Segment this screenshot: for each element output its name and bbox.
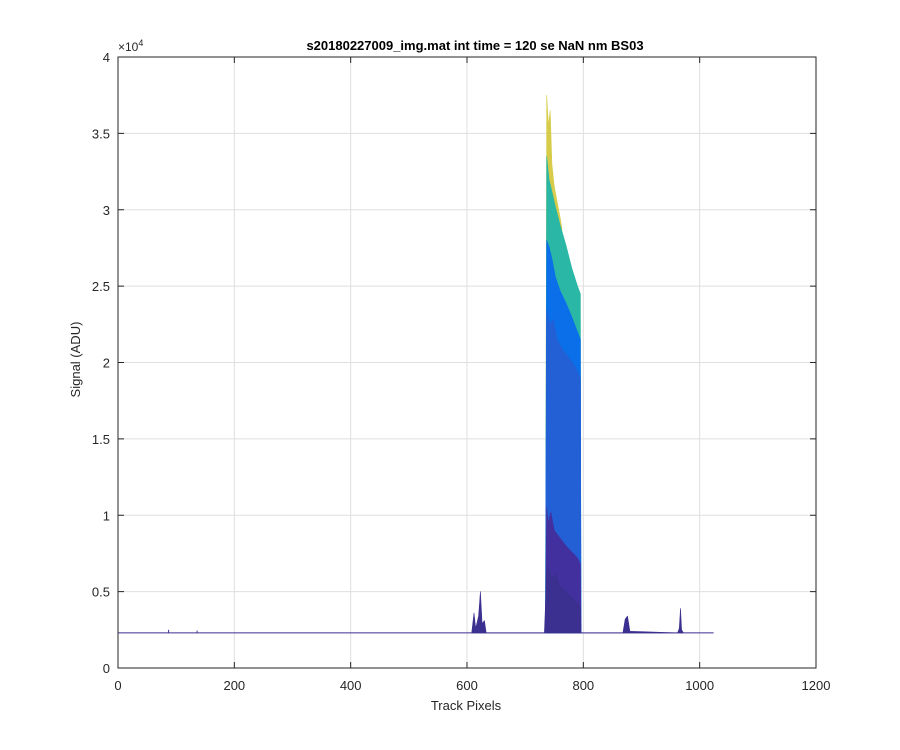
x-tick-label: 1000 [685,678,714,693]
y-tick-label: 3.5 [92,126,110,141]
grid [117,56,817,669]
y-exponent-power: 4 [138,38,143,48]
y-tick-label: 2.5 [92,279,110,294]
y-tick-label: 0.5 [92,585,110,600]
plot-series [118,94,714,634]
x-tick-label: 600 [456,678,478,693]
y-tick-label: 3 [103,203,110,218]
y-ticks: 0 0.5 1 1.5 2 2.5 3 3.5 4 [92,50,816,676]
y-axis-label: Signal (ADU) [68,322,83,398]
y-exponent-base: ×10 [118,40,139,54]
y-tick-label: 0 [103,661,110,676]
x-ticks: 0 200 400 600 800 1000 1200 [114,57,830,693]
y-tick-label: 4 [103,50,110,65]
y-tick-label: 1 [103,508,110,523]
chart-title: s20180227009_img.mat int time = 120 se N… [306,38,643,53]
y-tick-label: 2 [103,356,110,371]
x-tick-label: 1200 [802,678,831,693]
y-exponent-label: ×104 [118,38,143,54]
x-tick-label: 400 [340,678,362,693]
x-tick-label: 200 [223,678,245,693]
series-area [471,566,684,634]
y-tick-label: 1.5 [92,432,110,447]
x-tick-label: 800 [572,678,594,693]
x-tick-label: 0 [114,678,121,693]
x-axis-label: Track Pixels [431,698,502,713]
